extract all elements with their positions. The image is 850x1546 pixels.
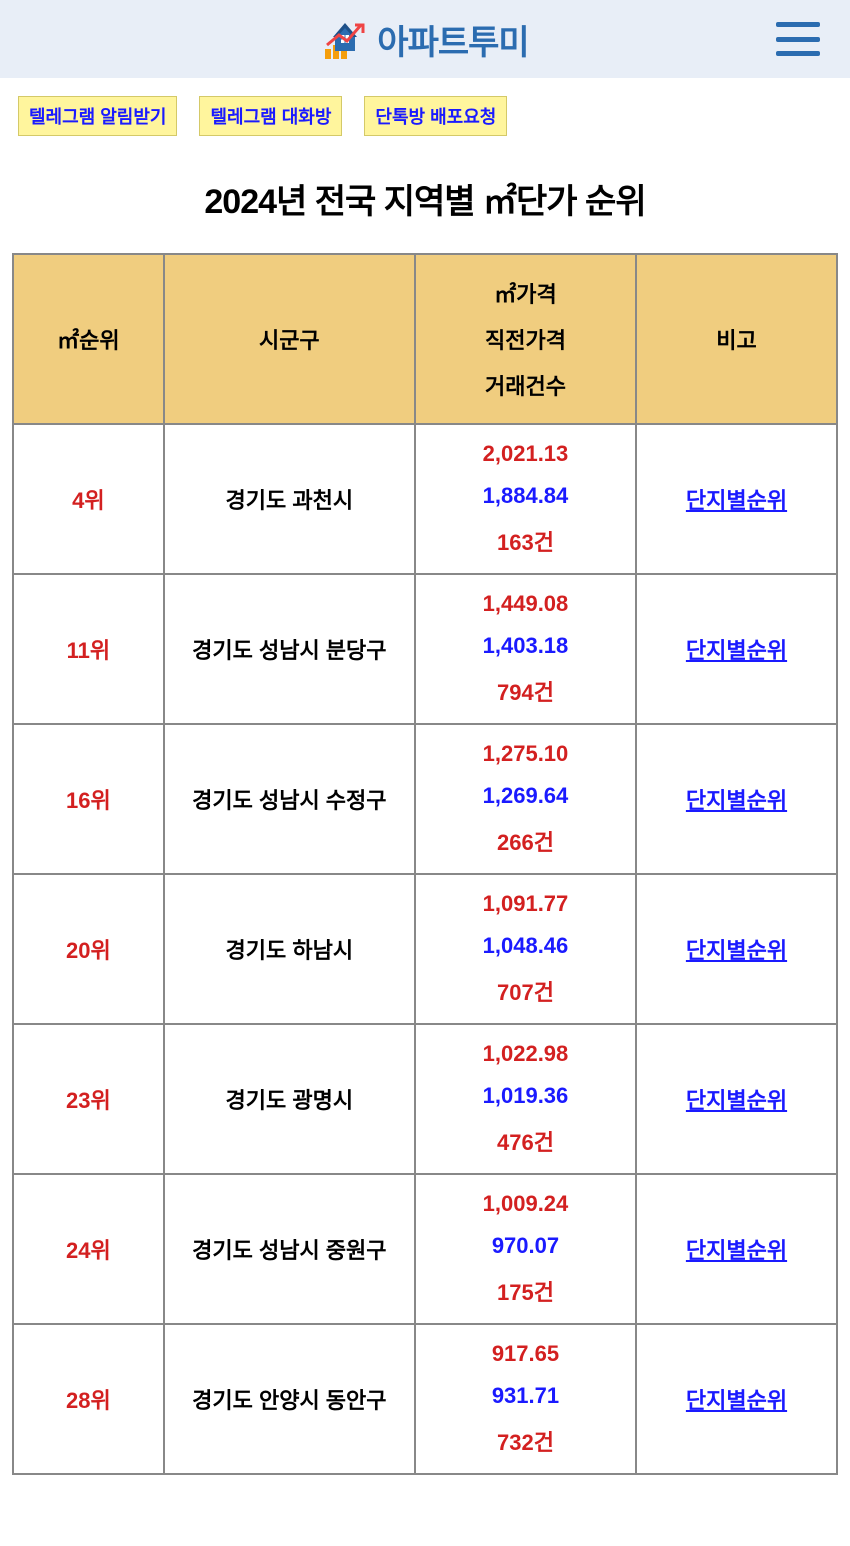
price-previous: 970.07 bbox=[492, 1233, 559, 1259]
price-current: 1,275.10 bbox=[483, 741, 569, 767]
detail-link-cell: 단지별순위 bbox=[636, 874, 837, 1024]
table-row: 20위 경기도 하남시 1,091.77 1,048.46 707건 단지별순위 bbox=[13, 874, 837, 1024]
detail-ranking-link[interactable]: 단지별순위 bbox=[686, 788, 787, 813]
chip-telegram-chat[interactable]: 텔레그램 대화방 bbox=[199, 96, 342, 136]
price-previous: 1,403.18 bbox=[483, 633, 569, 659]
price-cell: 1,091.77 1,048.46 707건 bbox=[415, 874, 636, 1024]
region-name: 경기도 성남시 분당구 bbox=[192, 638, 386, 663]
price-previous: 1,269.64 bbox=[483, 783, 569, 809]
table-row: 23위 경기도 광명시 1,022.98 1,019.36 476건 단지별순위 bbox=[13, 1024, 837, 1174]
region-cell: 경기도 성남시 수정구 bbox=[164, 724, 415, 874]
quick-links-bar: 텔레그램 알림받기 텔레그램 대화방 단톡방 배포요청 bbox=[0, 78, 850, 144]
table-row: 4위 경기도 과천시 2,021.13 1,884.84 163건 단지별순위 bbox=[13, 424, 837, 574]
ranking-table: ㎡순위 시군구 ㎡가격 직전가격 거래건수 비고 4위 경기도 과천시 2,021.… bbox=[12, 253, 838, 1475]
region-name: 경기도 성남시 수정구 bbox=[192, 788, 386, 813]
rank-cell: 23위 bbox=[13, 1024, 164, 1174]
col-header-price-line2: 직전가격 bbox=[485, 323, 566, 355]
region-cell: 경기도 성남시 중원구 bbox=[164, 1174, 415, 1324]
detail-ranking-link[interactable]: 단지별순위 bbox=[686, 1238, 787, 1263]
detail-link-cell: 단지별순위 bbox=[636, 724, 837, 874]
col-header-price-line3: 거래건수 bbox=[485, 369, 566, 401]
region-name: 경기도 과천시 bbox=[226, 488, 354, 513]
col-header-price-line1: ㎡가격 bbox=[494, 277, 556, 309]
table-row: 16위 경기도 성남시 수정구 1,275.10 1,269.64 266건 단지별순위 bbox=[13, 724, 837, 874]
price-current: 2,021.13 bbox=[483, 441, 569, 467]
transaction-count: 476건 bbox=[497, 1125, 554, 1157]
price-current: 1,091.77 bbox=[483, 891, 569, 917]
house-chart-icon bbox=[321, 15, 369, 63]
price-previous: 1,048.46 bbox=[483, 933, 569, 959]
rank-cell: 16위 bbox=[13, 724, 164, 874]
region-cell: 경기도 과천시 bbox=[164, 424, 415, 574]
price-current: 1,022.98 bbox=[483, 1041, 569, 1067]
rank-cell: 24위 bbox=[13, 1174, 164, 1324]
rank-value: 23위 bbox=[66, 1088, 111, 1113]
region-name: 경기도 광명시 bbox=[226, 1088, 354, 1113]
detail-ranking-link[interactable]: 단지별순위 bbox=[686, 488, 787, 513]
price-current: 1,009.24 bbox=[483, 1191, 569, 1217]
detail-link-cell: 단지별순위 bbox=[636, 1024, 837, 1174]
table-row: 24위 경기도 성남시 중원구 1,009.24 970.07 175건 단지별순위 bbox=[13, 1174, 837, 1324]
price-cell: 917.65 931.71 732건 bbox=[415, 1324, 636, 1474]
transaction-count: 175건 bbox=[497, 1275, 554, 1307]
detail-link-cell: 단지별순위 bbox=[636, 424, 837, 574]
rank-cell: 20위 bbox=[13, 874, 164, 1024]
detail-link-cell: 단지별순위 bbox=[636, 1324, 837, 1474]
rank-value: 16위 bbox=[66, 788, 111, 813]
detail-link-cell: 단지별순위 bbox=[636, 574, 837, 724]
price-cell: 2,021.13 1,884.84 163건 bbox=[415, 424, 636, 574]
col-header-rank: ㎡순위 bbox=[13, 254, 164, 424]
region-cell: 경기도 광명시 bbox=[164, 1024, 415, 1174]
col-header-price: ㎡가격 직전가격 거래건수 bbox=[415, 254, 636, 424]
page-title: 2024년 전국 지역별 ㎡단가 순위 bbox=[0, 174, 850, 223]
rank-cell: 28위 bbox=[13, 1324, 164, 1474]
col-header-region: 시군구 bbox=[164, 254, 415, 424]
hamburger-menu-icon[interactable] bbox=[776, 22, 820, 56]
rank-value: 11위 bbox=[67, 638, 111, 663]
price-current: 917.65 bbox=[492, 1341, 559, 1367]
col-header-note: 비고 bbox=[636, 254, 837, 424]
price-previous: 1,019.36 bbox=[483, 1083, 569, 1109]
region-name: 경기도 성남시 중원구 bbox=[192, 1238, 386, 1263]
rank-cell: 4위 bbox=[13, 424, 164, 574]
price-previous: 1,884.84 bbox=[483, 483, 569, 509]
transaction-count: 707건 bbox=[497, 975, 554, 1007]
detail-ranking-link[interactable]: 단지별순위 bbox=[686, 1088, 787, 1113]
brand-logo[interactable]: 아파트투미 bbox=[321, 15, 528, 64]
transaction-count: 732건 bbox=[497, 1425, 554, 1457]
detail-link-cell: 단지별순위 bbox=[636, 1174, 837, 1324]
rank-cell: 11위 bbox=[13, 574, 164, 724]
table-row: 28위 경기도 안양시 동안구 917.65 931.71 732건 단지별순위 bbox=[13, 1324, 837, 1474]
chip-group-distribute[interactable]: 단톡방 배포요청 bbox=[364, 96, 507, 136]
detail-ranking-link[interactable]: 단지별순위 bbox=[686, 638, 787, 663]
region-name: 경기도 안양시 동안구 bbox=[192, 1388, 386, 1413]
rank-value: 4위 bbox=[72, 488, 104, 513]
table-row: 11위 경기도 성남시 분당구 1,449.08 1,403.18 794건 단지별순위 bbox=[13, 574, 837, 724]
site-header: 아파트투미 bbox=[0, 0, 850, 78]
region-cell: 경기도 안양시 동안구 bbox=[164, 1324, 415, 1474]
ranking-table-container: ㎡순위 시군구 ㎡가격 직전가격 거래건수 비고 4위 경기도 과천시 2,021.… bbox=[0, 253, 850, 1475]
rank-value: 24위 bbox=[66, 1238, 111, 1263]
detail-ranking-link[interactable]: 단지별순위 bbox=[686, 1388, 787, 1413]
price-previous: 931.71 bbox=[492, 1383, 559, 1409]
transaction-count: 266건 bbox=[497, 825, 554, 857]
brand-name: 아파트투미 bbox=[377, 15, 528, 64]
rank-value: 20위 bbox=[66, 938, 111, 963]
chip-telegram-alert[interactable]: 텔레그램 알림받기 bbox=[18, 96, 177, 136]
detail-ranking-link[interactable]: 단지별순위 bbox=[686, 938, 787, 963]
region-cell: 경기도 성남시 분당구 bbox=[164, 574, 415, 724]
price-current: 1,449.08 bbox=[483, 591, 569, 617]
transaction-count: 794건 bbox=[497, 675, 554, 707]
rank-value: 28위 bbox=[66, 1388, 111, 1413]
transaction-count: 163건 bbox=[497, 525, 554, 557]
price-cell: 1,275.10 1,269.64 266건 bbox=[415, 724, 636, 874]
price-cell: 1,009.24 970.07 175건 bbox=[415, 1174, 636, 1324]
region-cell: 경기도 하남시 bbox=[164, 874, 415, 1024]
price-cell: 1,449.08 1,403.18 794건 bbox=[415, 574, 636, 724]
region-name: 경기도 하남시 bbox=[226, 938, 354, 963]
price-cell: 1,022.98 1,019.36 476건 bbox=[415, 1024, 636, 1174]
